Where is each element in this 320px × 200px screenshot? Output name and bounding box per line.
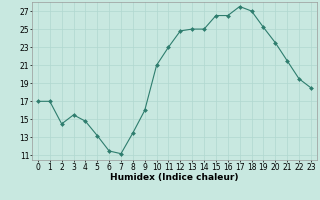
X-axis label: Humidex (Indice chaleur): Humidex (Indice chaleur) — [110, 173, 239, 182]
